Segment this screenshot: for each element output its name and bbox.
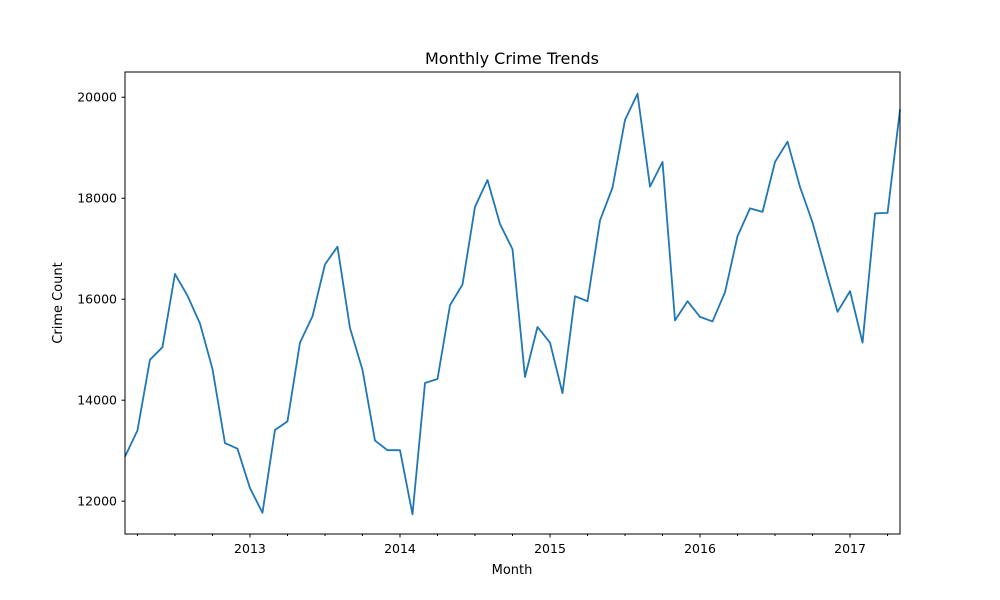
y-tick-label: 16000 <box>77 292 117 307</box>
y-axis: 12000 14000 16000 18000 20000 <box>77 90 125 509</box>
x-axis-label: Month <box>492 563 533 578</box>
y-tick-label: 20000 <box>77 90 117 105</box>
series-line <box>124 92 901 516</box>
y-tick-label: 12000 <box>77 494 117 509</box>
y-tick-label: 18000 <box>77 191 117 206</box>
plot-frame <box>124 71 901 535</box>
series-layer <box>124 92 901 516</box>
x-tick-label: 2015 <box>534 541 566 556</box>
x-tick-label: 2014 <box>384 541 416 556</box>
x-tick-label: 2016 <box>684 541 716 556</box>
chart-title: Monthly Crime Trends <box>425 49 599 68</box>
y-tick-label: 14000 <box>77 393 117 408</box>
y-axis-label: Crime Count <box>51 262 66 343</box>
x-tick-label: 2017 <box>834 541 866 556</box>
x-axis: 2013 2014 2015 2016 2017 <box>136 534 889 556</box>
x-tick-label: 2013 <box>234 541 266 556</box>
